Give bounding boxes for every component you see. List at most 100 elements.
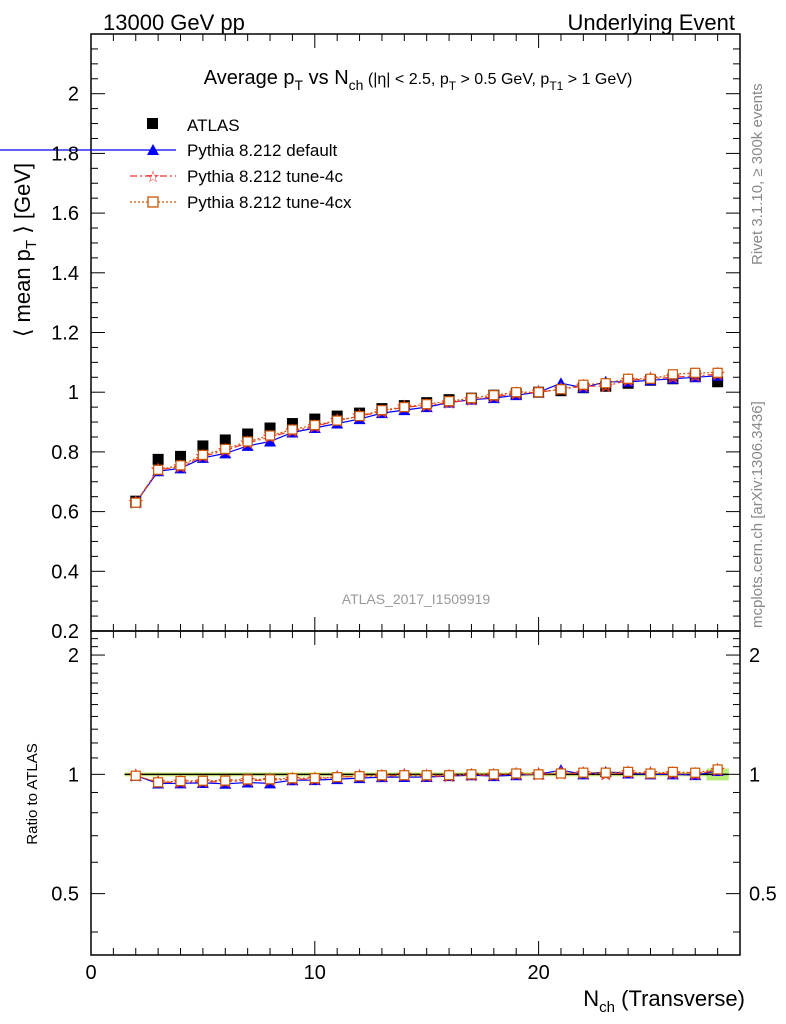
y-tick-label-main: 2: [68, 84, 79, 106]
data-point-pythia-8-212-tune-4cx: [555, 384, 567, 395]
ratio-point-pythia-8-212-tune-4cx: [443, 770, 455, 781]
ratio-point-pythia-8-212-tune-4cx: [220, 775, 231, 786]
y-tick-label-main: 1.6: [51, 203, 79, 225]
y-tick-label-ratio: 2: [749, 645, 760, 667]
data-point-pythia-8-212-default: [264, 435, 277, 447]
ratio-point-pythia-8-212-tune-4cx: [421, 770, 432, 781]
data-point-pythia-8-212-tune-4cx: [287, 424, 298, 435]
y-tick-label-ratio: 0.5: [749, 884, 777, 906]
data-point-pythia-8-212-tune-4cx: [712, 367, 723, 378]
ratio-point-pythia-8-212-tune-4cx: [533, 769, 544, 780]
ratio-point-pythia-8-212-tune-4cx: [153, 777, 164, 788]
data-point-pythia-8-212-tune-4cx: [667, 369, 678, 380]
header-right: Underlying Event: [567, 10, 735, 35]
legend-marker-tune4cx: [147, 196, 159, 208]
data-point-atlas: [197, 440, 209, 452]
ratio-point-pythia-8-212-tune-4cx: [376, 770, 388, 781]
ratio-point-pythia-8-212-tune-4cx: [712, 764, 723, 775]
legend-label-atlas: ATLAS: [187, 116, 240, 135]
header-left: 13000 GeV pp: [103, 10, 245, 35]
ratio-point-pythia-8-212-tune-4cx: [354, 771, 365, 782]
axis-ticks: 0 10 20 0.2 0.4 0.6 0.8 1 1.2 1.4 1.6 1.8 2 0.5 0.5 1 1 2…: [51, 33, 777, 984]
data-point-atlas: [242, 428, 254, 440]
ratio-point-pythia-8-212-tune-4cx: [287, 773, 298, 784]
y-tick-label-main: 1.8: [51, 143, 79, 165]
y-tick-label-main: 1.2: [51, 323, 79, 345]
data-point-pythia-8-212-tune-4cx: [354, 410, 365, 422]
y-tick-label-ratio: 0.5: [51, 884, 79, 906]
ratio-point-pythia-8-212-tune-4cx: [130, 770, 141, 781]
y-tick-label-ratio: 1: [68, 764, 79, 786]
ratio-point-pythia-8-212-tune-4cx: [488, 769, 499, 780]
data-point-pythia-8-212-tune-4cx: [578, 379, 589, 390]
data-point-pythia-8-212-tune-4cx: [443, 396, 455, 407]
data-point-atlas: [152, 453, 164, 465]
data-point-pythia-8-212-tune-4cx: [488, 390, 499, 401]
y-tick-label-main: 0.2: [51, 621, 79, 643]
plot-title: Average pT vs Nch (|η| < 2.5, pT > 0.5 G…: [204, 67, 633, 93]
y-tick-label-main: 0.4: [51, 561, 79, 583]
ratio-panel-frame: [90, 630, 741, 956]
legend: ATLAS Pythia 8.212 default ☆ Pythia 8.21…: [0, 116, 352, 212]
data-point-atlas: [219, 434, 231, 446]
y-tick-label-main: 0.6: [51, 502, 79, 524]
data-point-atlas: [712, 376, 724, 388]
x-axis-label: Nch (Transverse): [583, 986, 745, 1016]
data-point-atlas: [264, 422, 276, 434]
data-point-pythia-8-212-tune-4cx: [533, 387, 544, 398]
ratio-point-pythia-8-212-tune-4cx: [309, 773, 320, 784]
data-point-pythia-8-212-tune-4cx: [690, 367, 701, 378]
y-tick-label-ratio: 2: [68, 645, 79, 667]
legend-marker-tune4c: ☆: [146, 169, 160, 186]
ratio-point-pythia-8-212-tune-4cx: [645, 768, 656, 779]
ratio-point-pythia-8-212-tune-4cx: [600, 767, 611, 778]
data-point-pythia-8-212-tune-4cx: [175, 460, 186, 471]
legend-marker-default: [147, 144, 159, 155]
data-point-pythia-8-212-tune-4cx: [220, 443, 231, 455]
data-point-atlas: [175, 450, 187, 462]
ratio-point-pythia-8-212-tune-4cx: [511, 768, 522, 779]
ratio-point-pythia-8-212-tune-4cx: [399, 770, 410, 781]
ratio-point-pythia-8-212-tune-4cx: [332, 772, 343, 783]
ratio-series: [128, 762, 725, 789]
analysis-id: ATLAS_2017_I1509919: [342, 591, 491, 607]
ratio-point-pythia-8-212-tune-4cx: [197, 775, 208, 786]
legend-marker-atlas: [147, 118, 158, 129]
y-tick-label-main: 0.8: [51, 442, 79, 464]
x-tick-label: 20: [527, 962, 549, 984]
data-point-pythia-8-212-tune-4cx: [623, 373, 634, 384]
ratio-point-pythia-8-212-tune-4cx: [555, 768, 567, 779]
data-point-pythia-8-212-tune-4cx: [130, 497, 141, 508]
y-tick-label-main: 1: [68, 382, 79, 404]
ratio-line-pythia-8-212-tune-4c: [135, 769, 718, 783]
data-point-pythia-8-212-tune-4cx: [332, 415, 343, 426]
ratio-point-pythia-8-212-tune-4cx: [578, 767, 589, 778]
legend-label-tune4c: Pythia 8.212 tune-4c: [187, 167, 343, 186]
ratio-point-pythia-8-212-tune-4cx: [175, 775, 186, 787]
ratio-point-pythia-8-212-tune-4cx: [242, 774, 253, 785]
legend-label-default: Pythia 8.212 default: [187, 141, 338, 160]
legend-label-tune4cx: Pythia 8.212 tune-4cx: [187, 193, 352, 212]
y-axis-label-ratio: Ratio to ATLAS: [24, 743, 41, 844]
data-point-pythia-8-212-tune-4cx: [153, 464, 164, 475]
mcplots-label: mcplots.cern.ch [arXiv:1306.3436]: [749, 401, 766, 628]
y-tick-label-ratio: 1: [749, 764, 760, 786]
x-tick-label: 0: [85, 962, 96, 984]
main-series: [128, 366, 725, 509]
data-point-pythia-8-212-tune-4cx: [376, 405, 388, 416]
ratio-point-pythia-8-212-tune-4cx: [690, 767, 701, 778]
data-point-pythia-8-212-tune-4cx: [399, 402, 410, 413]
y-axis-label-main: ⟨ mean pT ⟩ [GeV]: [10, 163, 40, 337]
y-tick-label-main: 1.4: [51, 263, 79, 285]
data-point-pythia-8-212-tune-4cx: [421, 399, 432, 410]
data-point-pythia-8-212-tune-4cx: [197, 449, 208, 460]
data-point-pythia-8-212-tune-4cx: [242, 436, 253, 447]
data-point-pythia-8-212-tune-4cx: [309, 419, 320, 431]
ratio-point-pythia-8-212-tune-4cx: [264, 774, 276, 785]
data-point-pythia-8-212-tune-4cx: [645, 373, 656, 384]
x-tick-label: 10: [304, 962, 326, 984]
data-point-pythia-8-212-tune-4cx: [264, 430, 276, 441]
ratio-point-pythia-8-212-tune-4cx: [623, 766, 634, 777]
data-point-pythia-8-212-tune-4cx: [466, 393, 477, 404]
